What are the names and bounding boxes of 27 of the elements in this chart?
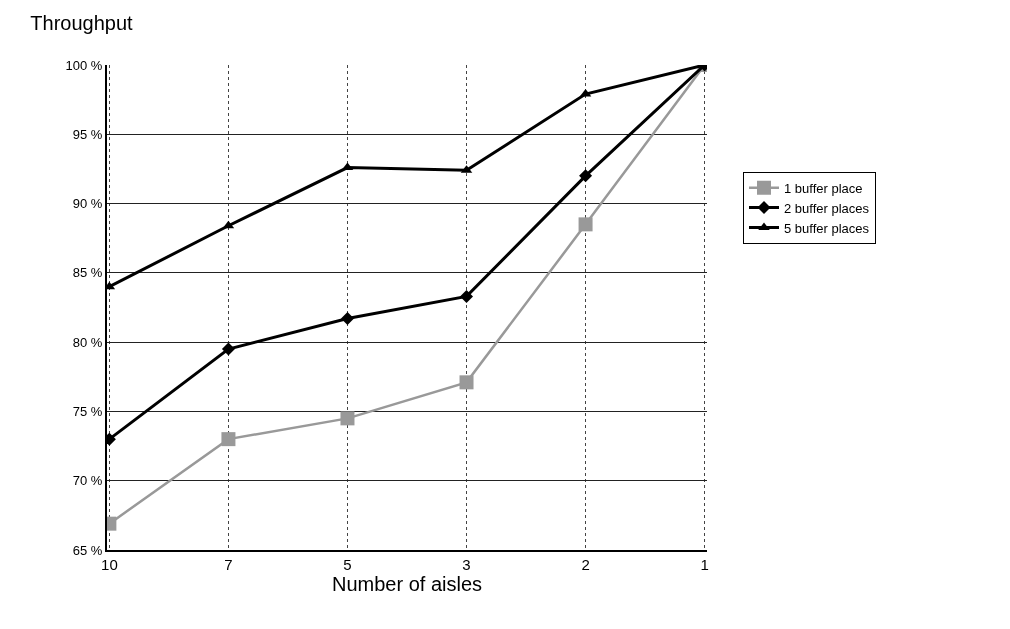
point [459, 375, 474, 390]
y-tick-label: 70 % [72, 473, 103, 489]
chart-title: Throughput [30, 11, 134, 34]
x-tick-label: 5 [343, 556, 352, 573]
point [221, 432, 236, 447]
legend-label: 1 buffer place [784, 180, 863, 196]
x-tick-label: 10 [101, 556, 118, 573]
y-tick-label: 100 % [65, 57, 103, 73]
point [460, 289, 474, 303]
point [221, 342, 235, 356]
point [579, 169, 593, 183]
x-axis-title: Number of aisles [331, 573, 483, 595]
point [578, 217, 593, 232]
x-tick-label: 2 [581, 556, 590, 573]
y-tick-label: 90 % [72, 196, 103, 212]
y-tick-label: 65 % [72, 542, 103, 558]
point [340, 411, 355, 426]
point [340, 312, 354, 326]
y-tick-label: 80 % [72, 334, 103, 350]
x-tick-label: 3 [462, 556, 471, 573]
y-tick-label: 95 % [72, 126, 103, 142]
x-tick-label: 1 [700, 556, 709, 573]
y-tick-label: 85 % [72, 265, 103, 281]
legend-label: 5 buffer places [784, 220, 870, 236]
legend-label: 2 buffer places [784, 200, 870, 216]
y-tick-label: 75 % [72, 403, 103, 419]
x-tick-label: 7 [224, 556, 233, 573]
